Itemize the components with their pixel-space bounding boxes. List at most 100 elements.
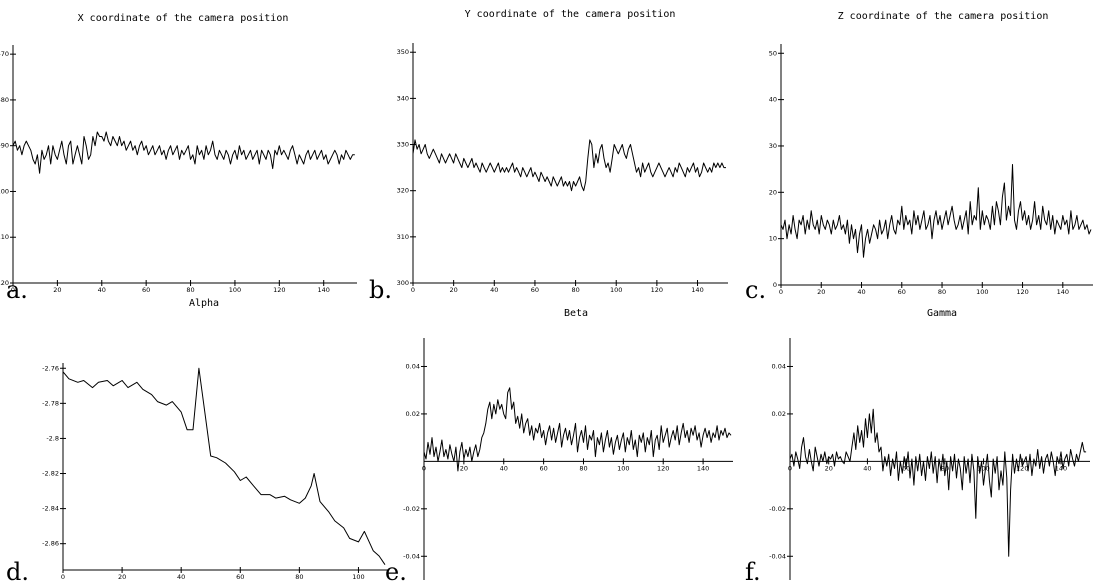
x-tick-label: 40 (857, 288, 865, 296)
y-tick-label: -100 (0, 187, 9, 195)
x-tick-label: 20 (118, 573, 126, 581)
y-tick-label: -2.86 (42, 540, 59, 548)
x-tick-label: 100 (617, 464, 629, 472)
x-tick-label: 40 (98, 286, 106, 294)
chart-panel-1: a. X coordinate of the camera position -70… (0, 13, 357, 304)
y-tick-label: -2.76 (42, 364, 59, 372)
y-tick-label: -70 (0, 50, 9, 58)
x-tick-label: 120 (651, 286, 663, 294)
series-line-1 (789, 408, 1087, 557)
x-tick-label: 0 (411, 286, 415, 294)
chart-title: Gamma (927, 308, 957, 319)
x-tick-label: 0 (422, 464, 426, 472)
panel-label: b. (369, 276, 392, 304)
series-line-1 (62, 367, 386, 565)
chart-panel-2: b. Y coordinate of the camera position 300… (369, 9, 728, 304)
x-tick-label: 120 (1016, 464, 1028, 472)
x-tick-label: 20 (53, 286, 61, 294)
y-tick-label: 0 (773, 281, 777, 289)
x-tick-label: 40 (490, 286, 498, 294)
chart-title: Alpha (189, 298, 219, 309)
x-tick-label: 20 (460, 464, 468, 472)
y-tick-label: 320 (397, 187, 409, 195)
x-tick-label: 0 (788, 464, 792, 472)
x-tick-label: 140 (691, 286, 703, 294)
y-tick-label: 300 (397, 279, 409, 287)
y-tick-label: 20 (769, 188, 777, 196)
x-tick-label: 60 (531, 286, 539, 294)
chart-title: Y coordinate of the camera position (465, 9, 676, 20)
x-tick-label: 140 (1055, 464, 1067, 472)
y-tick-label: -80 (0, 96, 9, 104)
x-tick-label: 60 (898, 288, 906, 296)
x-tick-label: 140 (1057, 288, 1069, 296)
y-tick-label: 40 (769, 96, 777, 104)
series-line-1 (412, 139, 726, 192)
y-tick-label: -0.04 (403, 552, 420, 560)
series-line-1 (780, 164, 1092, 258)
y-tick-label: 350 (397, 48, 409, 56)
x-tick-label: 0 (779, 288, 783, 296)
x-tick-label: 140 (697, 464, 709, 472)
y-tick-label: -110 (0, 233, 9, 241)
x-tick-label: 0 (11, 286, 15, 294)
chart-title: Z coordinate of the camera position (838, 11, 1049, 22)
panel-label: e. (385, 558, 407, 584)
x-tick-label: 120 (657, 464, 669, 472)
y-tick-label: -0.02 (403, 505, 420, 513)
x-tick-label: 80 (186, 286, 194, 294)
panel-label: d. (6, 558, 29, 584)
y-tick-label: 50 (769, 49, 777, 57)
chart-panel-4: d. Alpha -2.76 -2.78 -2.8 -2.82 -2.84 -2.86 0 20 4… (6, 298, 388, 584)
x-tick-label: 120 (273, 286, 285, 294)
y-tick-label: 10 (769, 235, 777, 243)
y-tick-label: 340 (397, 94, 409, 102)
y-tick-label: -0.04 (769, 552, 786, 560)
chart-title: X coordinate of the camera position (78, 13, 289, 24)
x-tick-label: 80 (579, 464, 587, 472)
x-tick-label: 100 (229, 286, 241, 294)
x-tick-label: 140 (317, 286, 329, 294)
x-tick-label: 100 (977, 464, 989, 472)
y-tick-label: -2.82 (42, 470, 59, 478)
x-tick-label: 80 (941, 464, 949, 472)
x-tick-label: 100 (976, 288, 988, 296)
y-tick-label: 0.04 (406, 362, 420, 370)
x-tick-label: 100 (352, 573, 364, 581)
y-tick-label: -120 (0, 279, 9, 287)
x-tick-label: 20 (825, 464, 833, 472)
panel-label: a. (6, 276, 28, 304)
x-tick-label: 20 (817, 288, 825, 296)
chart-panel-3: c. Z coordinate of the camera position 0 10… (745, 11, 1093, 304)
x-tick-label: 80 (295, 573, 303, 581)
x-tick-label: 80 (938, 288, 946, 296)
x-tick-label: 40 (500, 464, 508, 472)
y-tick-label: 330 (397, 141, 409, 149)
y-tick-label: -2.8 (46, 434, 59, 442)
chart-panel-5: e. Beta 0.04 0.02 -0.02 -0.04 0 20 40 60 80 100 120 1… (385, 308, 733, 584)
y-tick-label: 310 (397, 233, 409, 241)
x-tick-label: 120 (1016, 288, 1028, 296)
y-tick-label: -2.78 (42, 399, 59, 407)
x-tick-label: 20 (450, 286, 458, 294)
x-tick-label: 60 (142, 286, 150, 294)
y-tick-label: -90 (0, 142, 9, 150)
x-tick-label: 80 (571, 286, 579, 294)
y-tick-label: -2.84 (42, 505, 59, 513)
series-line-1 (12, 131, 355, 174)
series-line-1 (423, 387, 732, 472)
panel-label: c. (745, 276, 766, 304)
x-tick-label: 100 (610, 286, 622, 294)
x-tick-label: 40 (863, 464, 871, 472)
x-tick-label: 40 (177, 573, 185, 581)
x-tick-label: 60 (539, 464, 547, 472)
chart-title: Beta (564, 308, 588, 319)
y-tick-label: -0.02 (769, 505, 786, 513)
y-tick-label: 0.04 (772, 362, 786, 370)
panel-label: f. (745, 558, 761, 584)
y-tick-label: 0.02 (772, 410, 786, 418)
y-tick-label: 0.02 (406, 410, 420, 418)
x-tick-label: 0 (61, 573, 65, 581)
